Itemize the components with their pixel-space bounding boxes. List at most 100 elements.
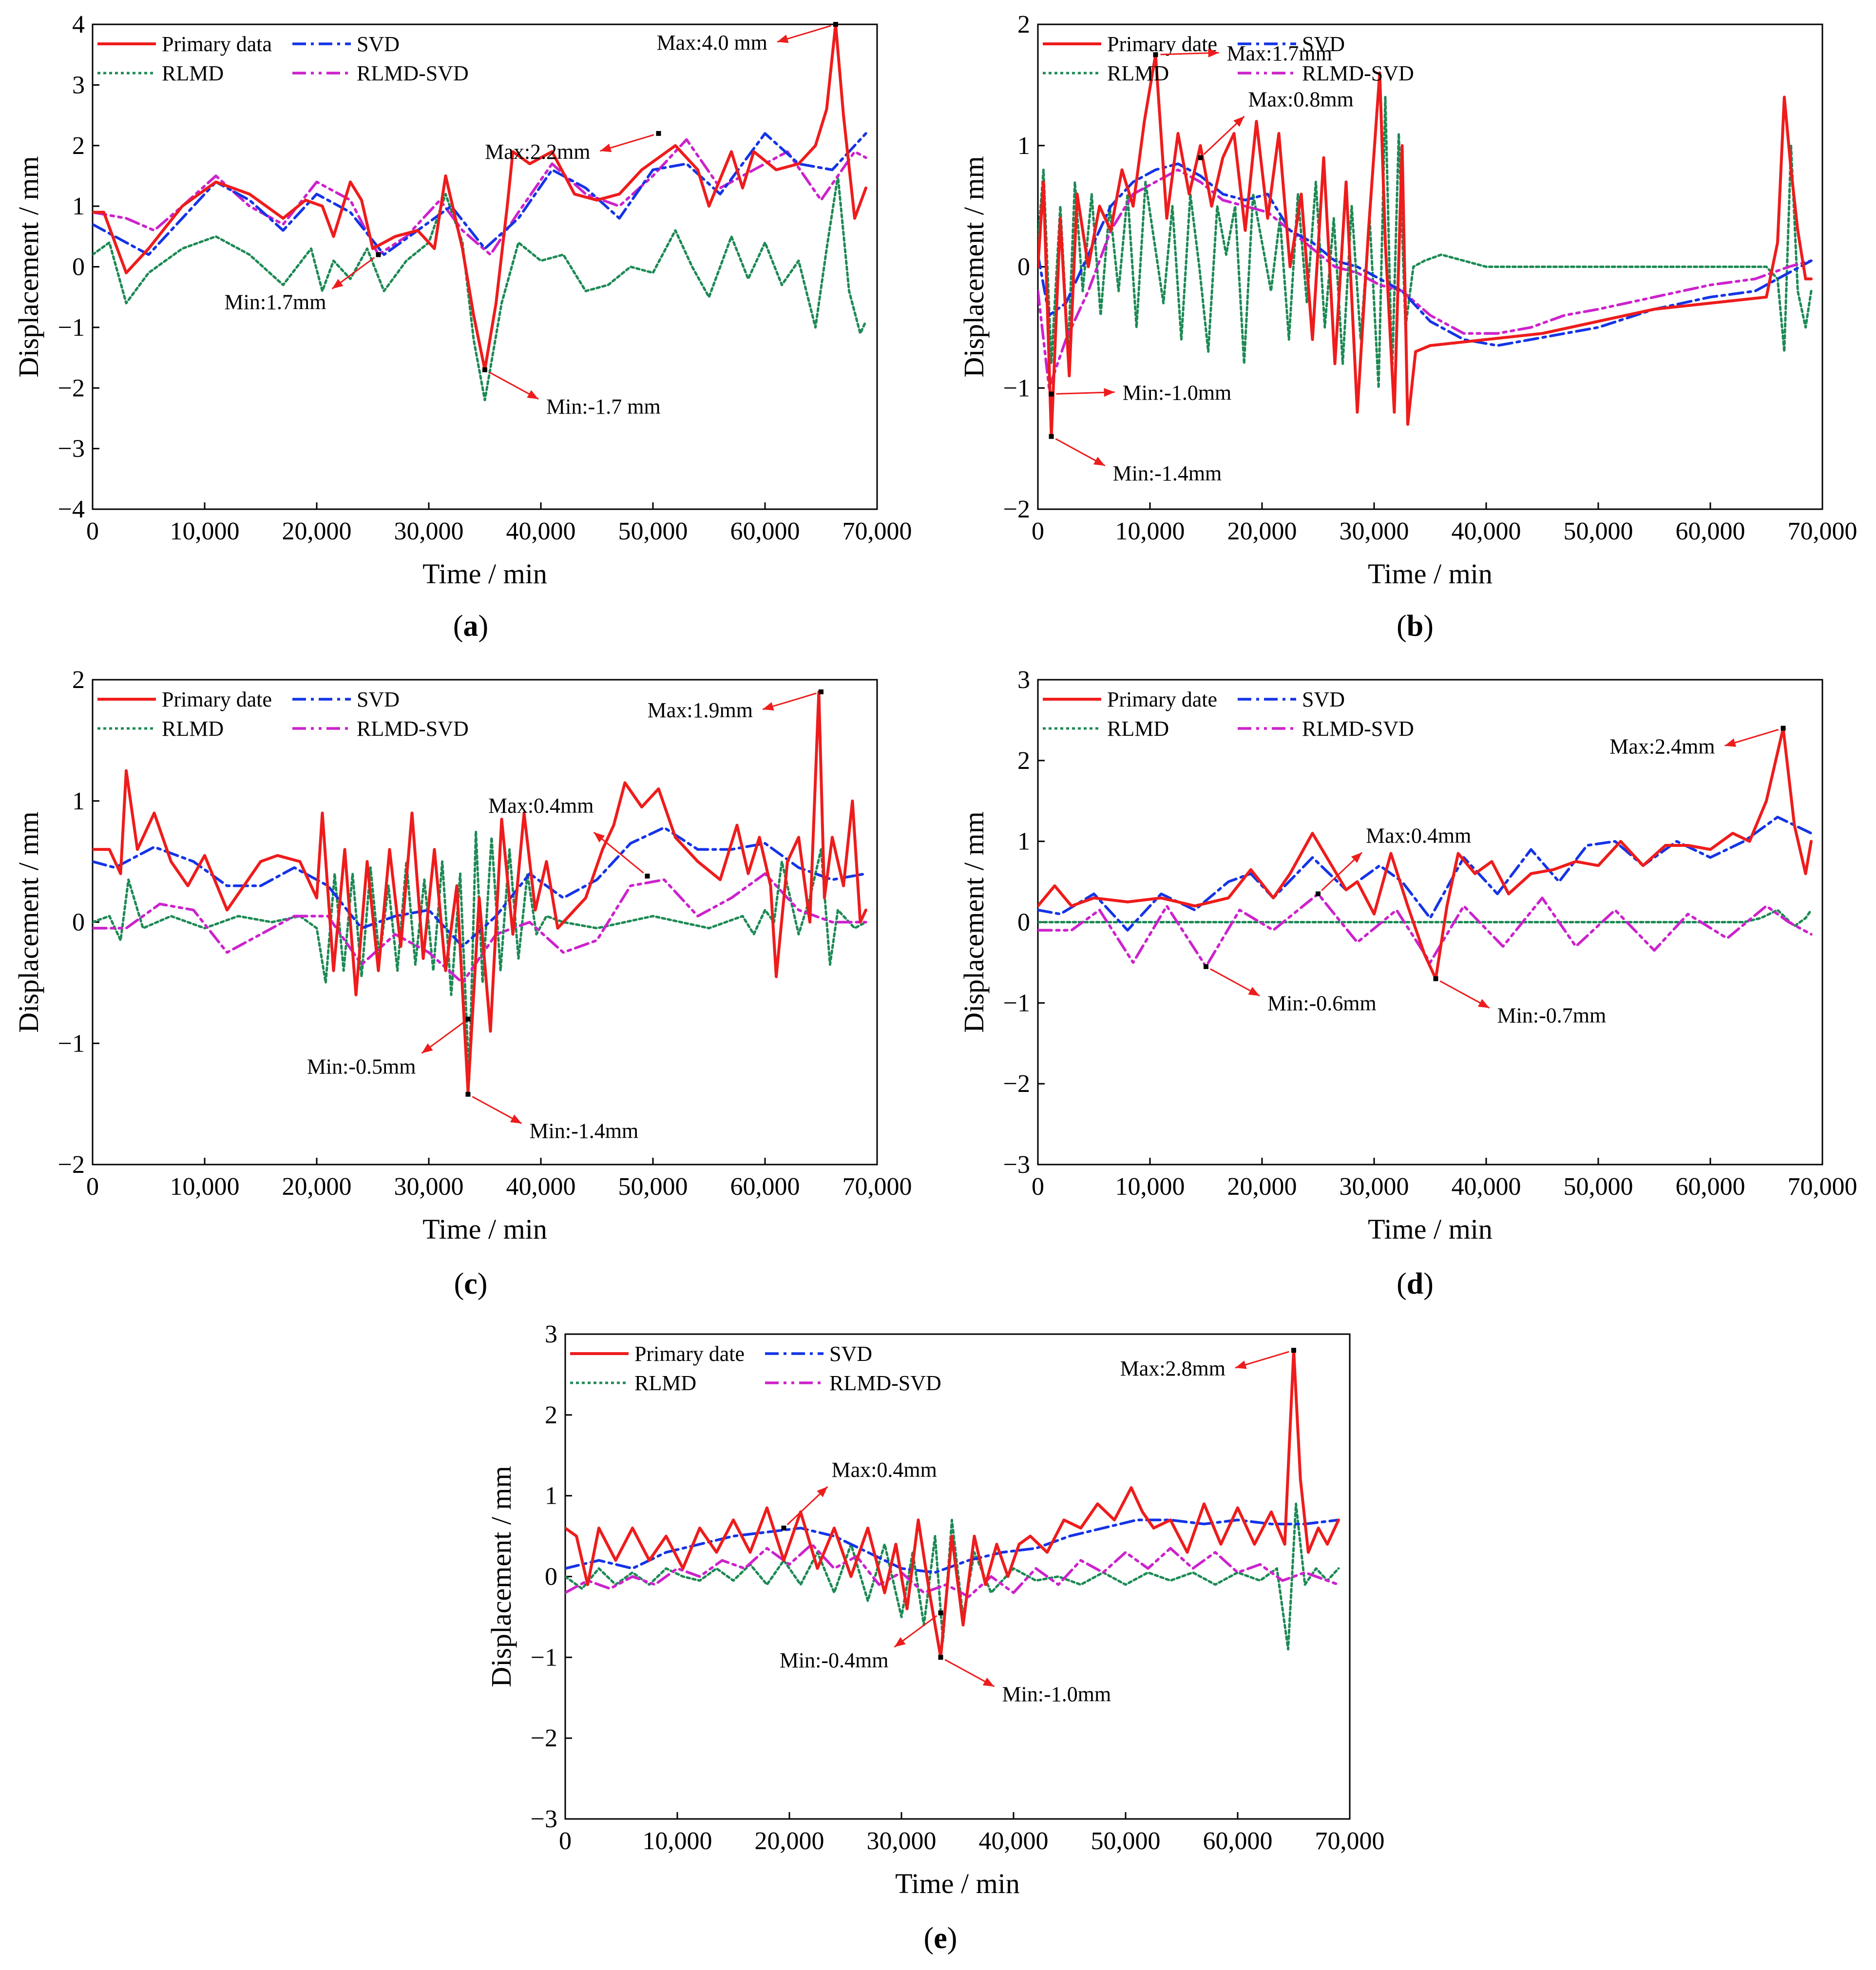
series-line-rlmd — [1038, 909, 1813, 928]
y-tick-label: 0 — [72, 253, 85, 281]
annotation-arrowhead — [1233, 116, 1244, 127]
y-tick-label: 0 — [545, 1563, 557, 1591]
x-tick-label: 20,000 — [1227, 517, 1297, 545]
annotation-arrowhead — [894, 1637, 906, 1647]
y-tick-label: 0 — [1017, 909, 1030, 937]
panel-label: (d) — [1397, 1267, 1434, 1301]
legend-label: RLMD-SVD — [1302, 61, 1414, 85]
panel-label: (e) — [924, 1922, 957, 1955]
annotation-label: Max:1.7mm — [1227, 41, 1332, 65]
y-tick-label: 2 — [72, 132, 85, 160]
annotation-label: Min:-1.7 mm — [546, 395, 661, 419]
y-tick-label: 1 — [1017, 828, 1030, 856]
y-tick-label: 3 — [72, 71, 85, 99]
annotation-marker — [1204, 964, 1208, 969]
legend-label: Primary data — [162, 32, 272, 56]
y-tick-label: −1 — [531, 1644, 557, 1671]
x-tick-label: 70,000 — [1788, 517, 1857, 545]
series-line-rlmd — [1038, 96, 1813, 389]
panel-label: (b) — [1397, 610, 1434, 643]
annotation-arrowhead — [982, 1677, 995, 1687]
series-line-svd — [93, 132, 867, 256]
x-tick-label: 60,000 — [1676, 1173, 1745, 1201]
panel-letter: c — [464, 1267, 478, 1301]
x-tick-label: 40,000 — [506, 1173, 576, 1201]
x-tick-label: 30,000 — [1340, 517, 1409, 545]
chart-panel-b: 0 10,000 20,000 30,000 40,000 50,000 60,000 70,… — [958, 11, 1857, 643]
y-tick-label: −1 — [1003, 374, 1030, 402]
annotation-label: Max:2.2mm — [485, 140, 590, 164]
annotation-label: Min:-1.0mm — [1123, 381, 1232, 405]
legend-label: SVD — [829, 1342, 872, 1366]
legend-label: RLMD-SVD — [357, 61, 469, 85]
annotation-arrowhead — [600, 143, 612, 153]
series-line-svd — [1038, 162, 1813, 347]
panel-letter: d — [1407, 1267, 1423, 1301]
y-tick-label: −1 — [58, 314, 85, 342]
annotation-arrowhead — [421, 1043, 433, 1053]
legend-label: RLMD-SVD — [1302, 717, 1414, 741]
annotation-arrowhead — [1248, 987, 1260, 996]
annotation-label: Min:-0.7mm — [1497, 1004, 1607, 1028]
annotation-marker — [1780, 726, 1786, 731]
series-line-primary — [1038, 53, 1813, 438]
legend-label: RLMD — [162, 717, 224, 741]
y-tick-label: 0 — [72, 909, 85, 937]
annotation-marker — [1049, 391, 1054, 397]
annotation-marker — [833, 22, 838, 27]
x-tick-label: 20,000 — [282, 1173, 352, 1201]
annotation-label: Min:-0.4mm — [780, 1648, 889, 1672]
series-line-rlmd-svd — [565, 1543, 1340, 1598]
annotation-label: Min:-0.5mm — [307, 1055, 416, 1079]
y-axis-title: Displacement / mm — [13, 156, 44, 377]
x-axis-title: Time / min — [422, 1213, 547, 1245]
x-tick-label: 30,000 — [394, 1173, 464, 1201]
y-axis-title: Displacement / mm — [13, 811, 44, 1033]
x-tick-label: 20,000 — [755, 1827, 824, 1855]
panel-letter: e — [934, 1922, 947, 1955]
annotation-marker — [645, 873, 650, 879]
annotation-arrowhead — [817, 1487, 828, 1497]
x-tick-label: 10,000 — [170, 1173, 240, 1201]
annotation-label: Min:-1.0mm — [1002, 1682, 1111, 1706]
x-tick-label: 60,000 — [730, 1173, 800, 1201]
annotation-arrowhead — [1093, 457, 1105, 466]
legend-label: SVD — [1302, 32, 1345, 56]
annotation-label: Min:-0.6mm — [1267, 992, 1377, 1015]
chart-panel-c: 0 10,000 20,000 30,000 40,000 50,000 60,000 70,… — [13, 666, 912, 1301]
annotation-marker — [938, 1610, 943, 1616]
x-tick-label: 60,000 — [730, 517, 800, 545]
series-line-primary — [93, 690, 867, 1093]
annotation-marker — [819, 689, 823, 694]
annotation-label: Max:4.0 mm — [657, 31, 767, 55]
y-tick-label: −1 — [58, 1030, 85, 1057]
legend-label: RLMD — [162, 61, 224, 85]
x-tick-label: 0 — [86, 517, 99, 545]
y-tick-label: −3 — [58, 435, 85, 463]
chart-panel-a: 0 10,000 20,000 30,000 40,000 50,000 60,000 70,… — [13, 11, 912, 643]
series-line-primary — [565, 1349, 1340, 1659]
y-tick-label: −3 — [1003, 1151, 1030, 1179]
annotation-marker — [781, 1526, 786, 1530]
y-tick-label: 1 — [545, 1482, 557, 1510]
y-tick-label: −2 — [1003, 1070, 1030, 1098]
y-tick-label: 1 — [72, 787, 85, 815]
legend-label: RLMD — [1107, 61, 1169, 85]
annotation-arrowhead — [763, 702, 774, 711]
legend-label: SVD — [357, 32, 400, 56]
y-axis-title: Displacement / mm — [958, 156, 990, 377]
annotation-marker — [465, 1016, 471, 1022]
panel-label: (a) — [453, 610, 488, 643]
annotation-marker — [1316, 891, 1321, 897]
annotation-label: Max:0.8mm — [1248, 88, 1354, 112]
x-tick-label: 30,000 — [394, 517, 464, 545]
annotation-label: Min:-1.4mm — [1113, 461, 1222, 485]
x-tick-label: 10,000 — [170, 517, 240, 545]
annotation-marker — [482, 367, 487, 372]
y-tick-label: −1 — [1003, 989, 1030, 1017]
x-tick-label: 60,000 — [1676, 517, 1745, 545]
x-tick-label: 30,000 — [867, 1827, 937, 1855]
y-tick-label: −2 — [58, 374, 85, 402]
annotation-marker — [1291, 1348, 1296, 1353]
